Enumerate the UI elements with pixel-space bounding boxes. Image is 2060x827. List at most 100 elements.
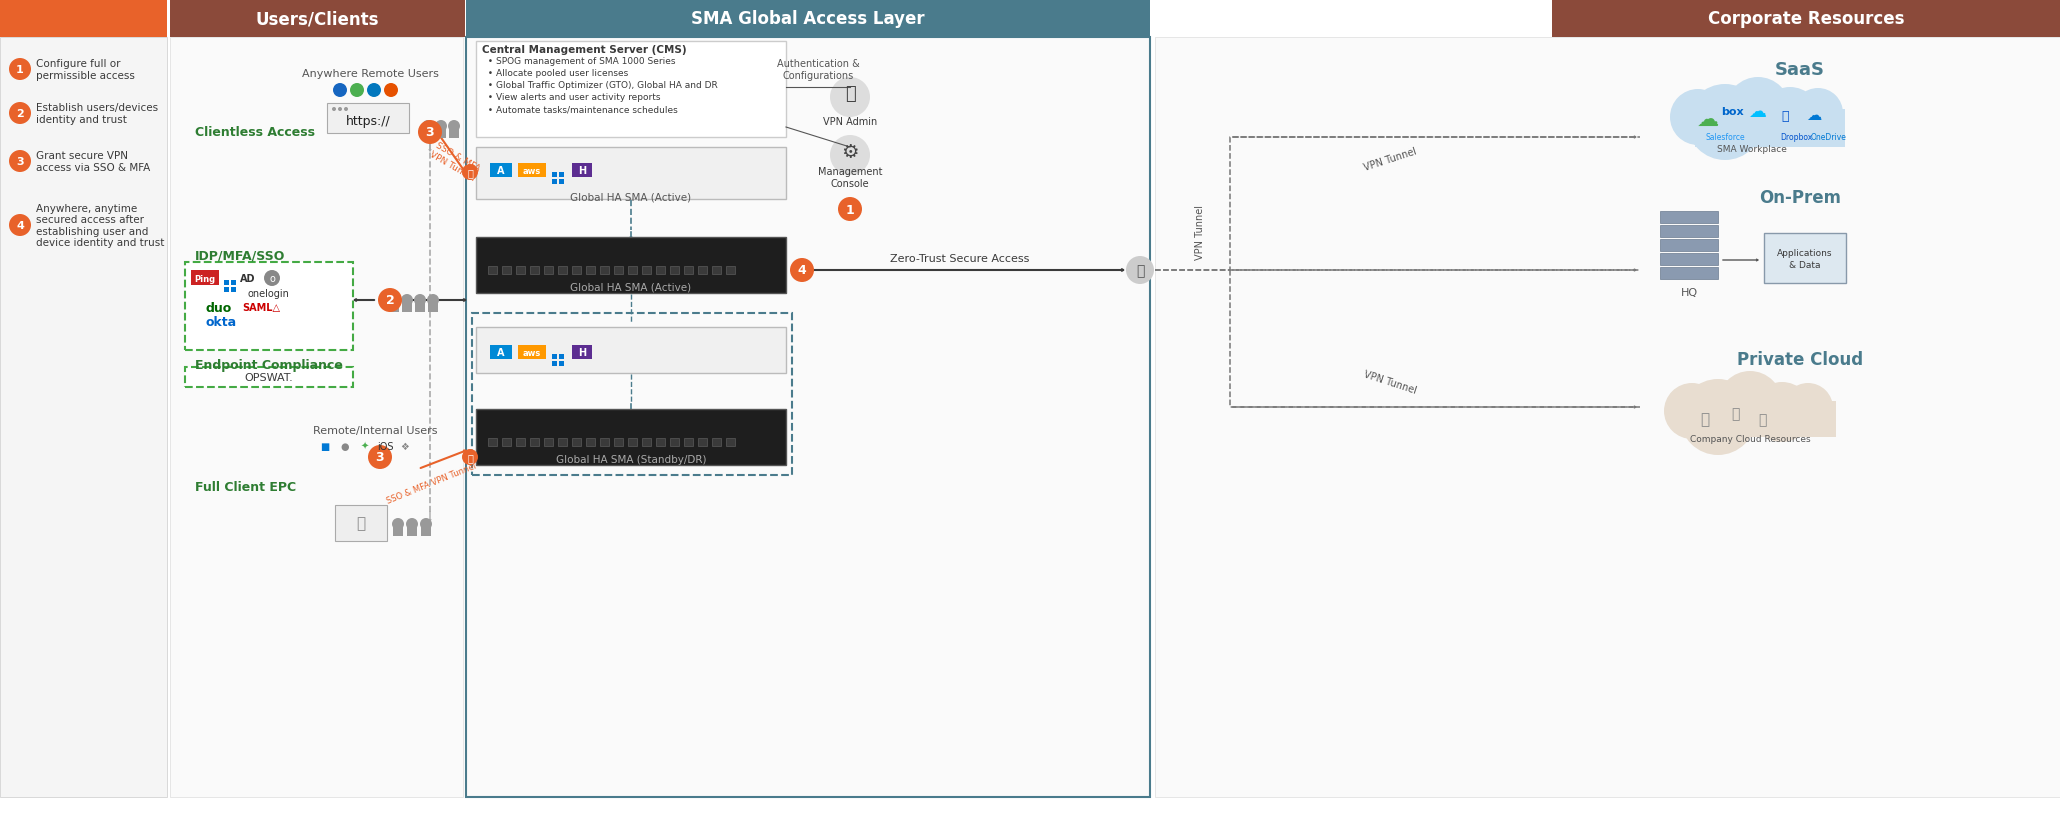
FancyBboxPatch shape xyxy=(643,266,651,275)
FancyBboxPatch shape xyxy=(552,361,556,366)
Text: onelogin: onelogin xyxy=(247,289,288,299)
FancyBboxPatch shape xyxy=(628,266,637,275)
FancyBboxPatch shape xyxy=(558,355,564,360)
Circle shape xyxy=(461,449,478,466)
FancyBboxPatch shape xyxy=(670,438,680,447)
Text: 💾: 💾 xyxy=(1730,407,1739,420)
Circle shape xyxy=(367,84,381,98)
Text: • SPOG management of SMA 1000 Series: • SPOG management of SMA 1000 Series xyxy=(482,57,676,66)
Text: SMA Workplace: SMA Workplace xyxy=(1718,145,1786,153)
FancyBboxPatch shape xyxy=(684,438,692,447)
Text: Central Management Server (CMS): Central Management Server (CMS) xyxy=(482,45,686,55)
Text: 1: 1 xyxy=(16,65,25,75)
FancyBboxPatch shape xyxy=(0,38,167,797)
FancyBboxPatch shape xyxy=(1687,402,1835,437)
FancyBboxPatch shape xyxy=(643,438,651,447)
FancyBboxPatch shape xyxy=(552,355,556,360)
Circle shape xyxy=(1664,384,1720,439)
FancyBboxPatch shape xyxy=(599,266,610,275)
Text: Anywhere Remote Users: Anywhere Remote Users xyxy=(301,69,439,79)
FancyBboxPatch shape xyxy=(414,303,424,313)
Text: https://: https:// xyxy=(346,115,391,128)
Text: 1: 1 xyxy=(845,203,855,216)
Circle shape xyxy=(422,121,435,133)
FancyBboxPatch shape xyxy=(515,266,525,275)
Circle shape xyxy=(338,108,342,112)
Text: ✦: ✦ xyxy=(360,442,369,452)
FancyBboxPatch shape xyxy=(670,266,680,275)
FancyBboxPatch shape xyxy=(466,38,1149,797)
FancyBboxPatch shape xyxy=(171,38,464,797)
Text: Users/Clients: Users/Clients xyxy=(255,10,379,28)
Circle shape xyxy=(8,59,31,81)
Circle shape xyxy=(1726,78,1790,141)
FancyBboxPatch shape xyxy=(393,526,404,537)
Text: 👤: 👤 xyxy=(845,85,855,103)
FancyBboxPatch shape xyxy=(614,266,622,275)
Circle shape xyxy=(387,294,400,307)
Text: OneDrive: OneDrive xyxy=(1811,132,1848,141)
FancyBboxPatch shape xyxy=(698,266,707,275)
FancyBboxPatch shape xyxy=(490,164,513,178)
Circle shape xyxy=(838,198,861,222)
Circle shape xyxy=(1681,380,1755,456)
Text: & Data: & Data xyxy=(1790,261,1821,270)
FancyBboxPatch shape xyxy=(488,438,496,447)
FancyBboxPatch shape xyxy=(1660,226,1718,237)
FancyBboxPatch shape xyxy=(503,266,511,275)
Text: Management
Console: Management Console xyxy=(818,167,882,189)
Circle shape xyxy=(1127,256,1154,284)
FancyBboxPatch shape xyxy=(1660,254,1718,265)
Text: ☁: ☁ xyxy=(1807,108,1821,123)
Text: ⬛: ⬛ xyxy=(356,516,365,531)
FancyBboxPatch shape xyxy=(185,367,352,388)
Text: ■: ■ xyxy=(321,442,330,452)
FancyBboxPatch shape xyxy=(185,263,352,351)
Circle shape xyxy=(8,215,31,237)
FancyBboxPatch shape xyxy=(655,438,665,447)
Text: Dropbox: Dropbox xyxy=(1780,132,1813,141)
Text: On-Prem: On-Prem xyxy=(1759,189,1842,207)
Text: • Allocate pooled user licenses: • Allocate pooled user licenses xyxy=(482,69,628,79)
Circle shape xyxy=(1784,384,1833,433)
FancyBboxPatch shape xyxy=(725,266,735,275)
FancyBboxPatch shape xyxy=(544,438,552,447)
FancyBboxPatch shape xyxy=(517,346,546,360)
Text: • View alerts and user activity reports: • View alerts and user activity reports xyxy=(482,93,661,103)
Text: 📥: 📥 xyxy=(1782,109,1788,122)
Text: 2: 2 xyxy=(16,109,25,119)
FancyBboxPatch shape xyxy=(402,303,412,313)
Circle shape xyxy=(391,519,404,530)
FancyBboxPatch shape xyxy=(517,164,546,178)
FancyBboxPatch shape xyxy=(552,173,556,178)
Circle shape xyxy=(414,294,426,307)
FancyBboxPatch shape xyxy=(476,409,787,466)
Text: 📊: 📊 xyxy=(1757,413,1765,427)
Text: duo: duo xyxy=(206,301,231,314)
FancyBboxPatch shape xyxy=(558,361,564,366)
FancyBboxPatch shape xyxy=(231,288,237,293)
Circle shape xyxy=(830,136,869,176)
Text: ●: ● xyxy=(340,442,350,452)
Circle shape xyxy=(1718,371,1782,436)
FancyBboxPatch shape xyxy=(408,526,416,537)
FancyBboxPatch shape xyxy=(573,164,591,178)
FancyBboxPatch shape xyxy=(655,266,665,275)
Circle shape xyxy=(447,121,459,133)
Text: A: A xyxy=(496,347,505,357)
FancyBboxPatch shape xyxy=(437,129,447,139)
FancyBboxPatch shape xyxy=(684,266,692,275)
Text: Company Cloud Resources: Company Cloud Resources xyxy=(1689,435,1811,444)
Circle shape xyxy=(402,294,412,307)
FancyBboxPatch shape xyxy=(558,438,566,447)
Text: VPN Tunnel: VPN Tunnel xyxy=(1362,370,1417,396)
FancyBboxPatch shape xyxy=(420,526,431,537)
Text: Anywhere, anytime
secured access after
establishing user and
device identity and: Anywhere, anytime secured access after e… xyxy=(35,203,165,248)
FancyBboxPatch shape xyxy=(515,438,525,447)
Text: iOS: iOS xyxy=(377,442,393,452)
FancyBboxPatch shape xyxy=(476,327,787,374)
FancyBboxPatch shape xyxy=(1695,110,1846,148)
FancyBboxPatch shape xyxy=(336,505,387,542)
Text: AD: AD xyxy=(241,274,255,284)
Circle shape xyxy=(383,84,398,98)
